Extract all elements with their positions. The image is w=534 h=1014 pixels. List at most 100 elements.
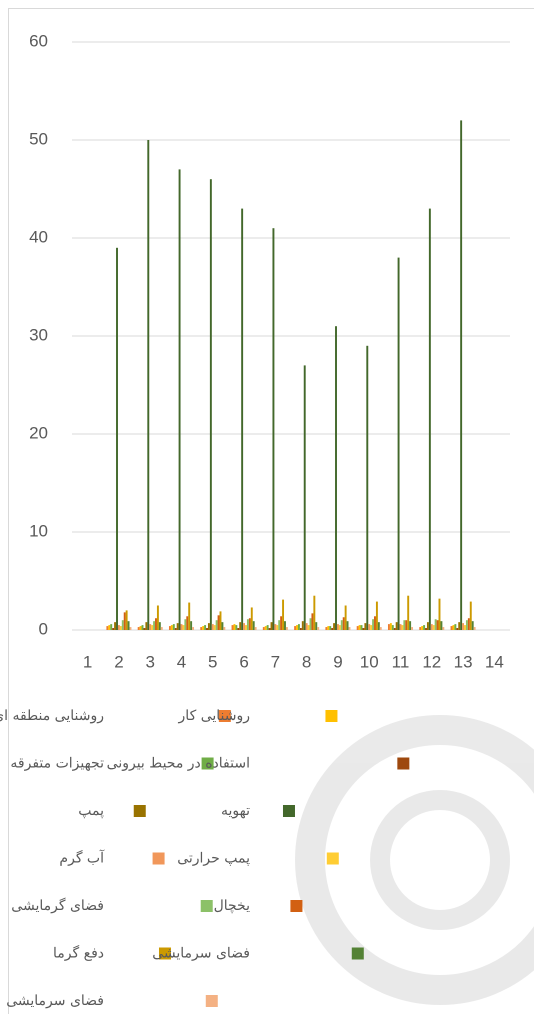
bar bbox=[255, 627, 257, 630]
bar bbox=[179, 169, 181, 630]
bar bbox=[232, 625, 234, 630]
bar bbox=[451, 626, 453, 630]
bar bbox=[325, 627, 327, 630]
y-tick-label: 0 bbox=[39, 619, 48, 638]
bar bbox=[401, 625, 403, 630]
bar bbox=[177, 623, 179, 630]
bar bbox=[302, 621, 304, 630]
bar bbox=[310, 618, 312, 630]
bar bbox=[409, 621, 411, 630]
x-tick-label: 8 bbox=[302, 652, 311, 671]
bar bbox=[306, 623, 308, 630]
bar bbox=[464, 625, 466, 630]
bar bbox=[253, 621, 255, 630]
bar bbox=[329, 626, 331, 630]
x-tick-label: 4 bbox=[177, 652, 186, 671]
bar bbox=[362, 628, 364, 630]
bar bbox=[274, 624, 276, 630]
bar bbox=[247, 619, 249, 630]
legend-label: تهویه bbox=[221, 803, 250, 819]
x-tick-label: 1 bbox=[83, 652, 92, 671]
legend-swatch bbox=[201, 900, 213, 912]
x-tick-label: 6 bbox=[239, 652, 248, 671]
y-tick-label: 30 bbox=[29, 325, 48, 344]
legend-label: استفاده در محیط بیرونی bbox=[107, 756, 250, 772]
bar bbox=[157, 606, 159, 631]
bar bbox=[419, 627, 421, 630]
bar bbox=[341, 620, 343, 630]
x-tick-label: 7 bbox=[271, 652, 280, 671]
bar bbox=[212, 624, 214, 630]
bar bbox=[411, 627, 413, 630]
x-tick-label: 9 bbox=[333, 652, 342, 671]
bar bbox=[460, 120, 462, 630]
bar bbox=[327, 626, 329, 630]
bar bbox=[298, 624, 300, 630]
legend-label: پمپ حرارتی bbox=[177, 851, 250, 867]
legend-swatch bbox=[290, 900, 302, 912]
bar bbox=[466, 620, 468, 630]
bar bbox=[366, 346, 368, 630]
bar bbox=[398, 258, 400, 630]
bar bbox=[188, 603, 190, 630]
bar bbox=[427, 622, 429, 630]
bar bbox=[153, 621, 155, 630]
bar bbox=[112, 628, 114, 630]
bar bbox=[311, 613, 313, 630]
bar bbox=[390, 623, 392, 630]
bar bbox=[251, 607, 253, 630]
bar bbox=[394, 628, 396, 630]
x-tick-label: 10 bbox=[360, 652, 379, 671]
bar bbox=[249, 618, 251, 630]
bar bbox=[468, 618, 470, 630]
bar bbox=[357, 626, 359, 630]
bar bbox=[442, 627, 444, 630]
bar bbox=[175, 628, 177, 630]
bar bbox=[206, 628, 208, 630]
legend-swatch bbox=[206, 995, 218, 1007]
legend-swatch bbox=[325, 710, 337, 722]
bar bbox=[388, 624, 390, 630]
bar bbox=[296, 625, 298, 630]
bar bbox=[204, 625, 206, 630]
bar bbox=[349, 627, 351, 630]
bar bbox=[345, 606, 347, 631]
bar bbox=[263, 627, 265, 630]
bar bbox=[173, 624, 175, 630]
bar bbox=[120, 626, 122, 630]
chart: 01020304050601234567891011121314روشنایی … bbox=[0, 0, 534, 1014]
legend-label: روشنایی منطقه ای bbox=[0, 708, 104, 724]
x-tick-label: 12 bbox=[422, 652, 441, 671]
legend-label: پمپ bbox=[78, 803, 104, 819]
bar bbox=[184, 619, 186, 630]
x-tick-label: 13 bbox=[454, 652, 473, 671]
bar bbox=[280, 616, 282, 630]
bar bbox=[425, 628, 427, 630]
legend-label: دفع گرما bbox=[53, 945, 104, 962]
bar bbox=[143, 628, 145, 630]
bar bbox=[130, 627, 132, 630]
bar bbox=[159, 622, 161, 630]
legend-label: تجهیزات متفرقه bbox=[10, 756, 104, 772]
bar bbox=[407, 596, 409, 630]
y-tick-label: 10 bbox=[29, 521, 48, 540]
legend-label: روشنایی کار bbox=[178, 708, 250, 724]
bar bbox=[284, 621, 286, 630]
bar bbox=[343, 617, 345, 630]
bar bbox=[439, 599, 441, 630]
bar bbox=[337, 624, 339, 630]
y-tick-label: 20 bbox=[29, 423, 48, 442]
bar bbox=[233, 624, 235, 630]
bar bbox=[161, 627, 163, 630]
x-tick-label: 14 bbox=[485, 652, 504, 671]
bar bbox=[361, 625, 363, 630]
x-tick-label: 5 bbox=[208, 652, 217, 671]
bar bbox=[474, 627, 476, 630]
bar bbox=[267, 625, 269, 630]
bar bbox=[304, 365, 306, 630]
bar bbox=[333, 623, 335, 630]
bar bbox=[431, 624, 433, 630]
bar bbox=[118, 625, 120, 630]
y-tick-label: 50 bbox=[29, 129, 48, 148]
bar bbox=[186, 616, 188, 630]
